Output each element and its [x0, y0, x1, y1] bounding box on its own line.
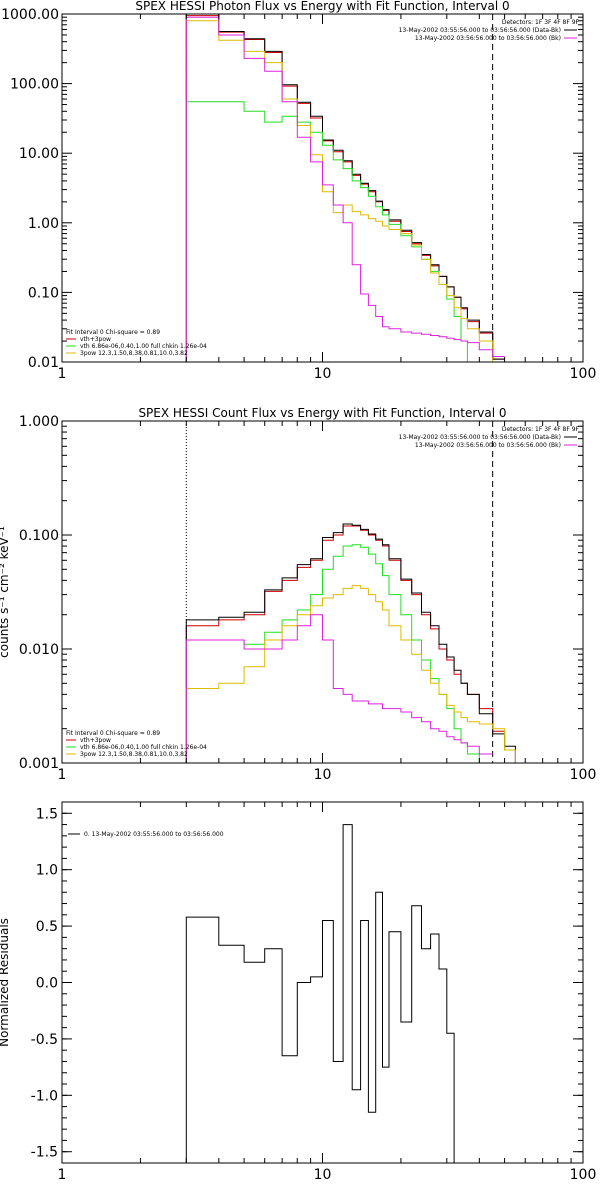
y-tick-label: 1000.00 [1, 7, 59, 23]
x-tick-label: 1 [58, 1167, 67, 1183]
series-background [185, 16, 505, 362]
y-tick-label: 100.00 [10, 77, 59, 93]
series-data [185, 14, 505, 362]
fit-text: vth 6.86e-06,0.40,1.00 full chkin 1.26e-… [80, 343, 207, 350]
x-tick-label: 1 [58, 767, 67, 783]
x-tick-label: 10 [314, 366, 332, 382]
y-tick-label: -0.5 [31, 1032, 58, 1048]
series-group [185, 824, 462, 1163]
series-bpow [185, 585, 526, 763]
y-axis-label: Normalized Residuals [0, 918, 11, 1047]
x-tick-label: 10 [314, 767, 332, 783]
x-tick-label: 100 [570, 1167, 597, 1183]
y-tick-label: 1.0 [36, 863, 58, 879]
legend-entry: 13-May-2002 03:55:56.000 to 03:56:56.000… [399, 434, 561, 441]
fit-text: Fit Interval 0 Chi-square = 0.89 [66, 329, 160, 336]
y-tick-label: 0.010 [19, 642, 59, 658]
fit-text: vth 6.86e-06,0.40,1.00 full chkin 1.26e-… [80, 744, 207, 751]
fit-text: Fit Interval 0 Chi-square = 0.89 [66, 730, 160, 737]
x-tick-label: 100 [570, 366, 597, 382]
photon-flux-plot: SPEX HESSI Photon Flux vs Energy with Fi… [1, 0, 596, 382]
series-data [185, 824, 462, 1163]
y-tick-label: 10.00 [19, 146, 59, 162]
detector-info: Detectors: 1F 3F 4F 8F 9F [502, 426, 580, 433]
chart-title: SPEX HESSI Count Flux vs Energy with Fit… [138, 406, 506, 420]
y-tick-label: -1.0 [31, 1088, 58, 1104]
x-tick-label: 100 [570, 767, 597, 783]
y-tick-label: 0.001 [19, 756, 59, 772]
fit-text: vth+3pow [80, 336, 111, 343]
y-tick-label: 0.5 [36, 919, 58, 935]
fit-text: vth+3pow [80, 737, 111, 744]
y-tick-label: 0.100 [19, 528, 59, 544]
y-tick-label: -1.5 [31, 1145, 58, 1161]
y-tick-label: 1.000 [19, 414, 59, 430]
y-tick-label: 1.5 [36, 806, 58, 822]
series-group [185, 14, 505, 362]
legend-entry: 13-May-2002 03:56:56.000 to 03:56:56.000… [415, 35, 561, 42]
plot-frame [61, 801, 584, 1164]
detector-info: Detectors: 1F 3F 4F 8F 9F [502, 19, 580, 26]
y-axis-label: counts s⁻¹ cm⁻² keV⁻¹ [0, 526, 11, 658]
series-fit_total [185, 15, 505, 362]
fit-text: 3pow 12.3,1.50,8.38,0.81,10.0,3.82 [80, 751, 188, 758]
residuals-plot: 1 10 100 1.5 1.0 0.5 0.0 -0.5 -1.0 -1.5 Normalized… [0, 801, 597, 1183]
chart-title: SPEX HESSI Photon Flux vs Energy with Fi… [135, 0, 509, 13]
x-tick-label: 1 [58, 366, 67, 382]
y-tick-label: 0.0 [36, 976, 58, 992]
series-group [185, 523, 526, 763]
count-flux-plot: SPEX HESSI Count Flux vs Energy with Fit… [0, 406, 596, 783]
legend-entry: 0. 13-May-2002 03:55:56.000 to 03:56:56.… [84, 831, 224, 838]
fit-text: 3pow 12.3,1.50,8.38,0.81,10.0,3.82 [80, 350, 188, 357]
y-tick-label: 0.01 [28, 355, 59, 371]
y-tick-label: 1.00 [28, 216, 59, 232]
series-data [185, 523, 526, 763]
legend-entry: 13-May-2002 03:56:56.000 to 03:56:56.000… [415, 442, 561, 449]
series-vth [185, 544, 493, 763]
y-tick-label: 0.10 [28, 285, 59, 301]
series-fit_total [185, 525, 526, 763]
series-background [185, 614, 493, 763]
series-bpow [185, 20, 505, 362]
x-tick-label: 10 [314, 1167, 332, 1183]
legend-entry: 13-May-2002 03:55:56.000 to 03:56:56.000… [399, 27, 561, 34]
